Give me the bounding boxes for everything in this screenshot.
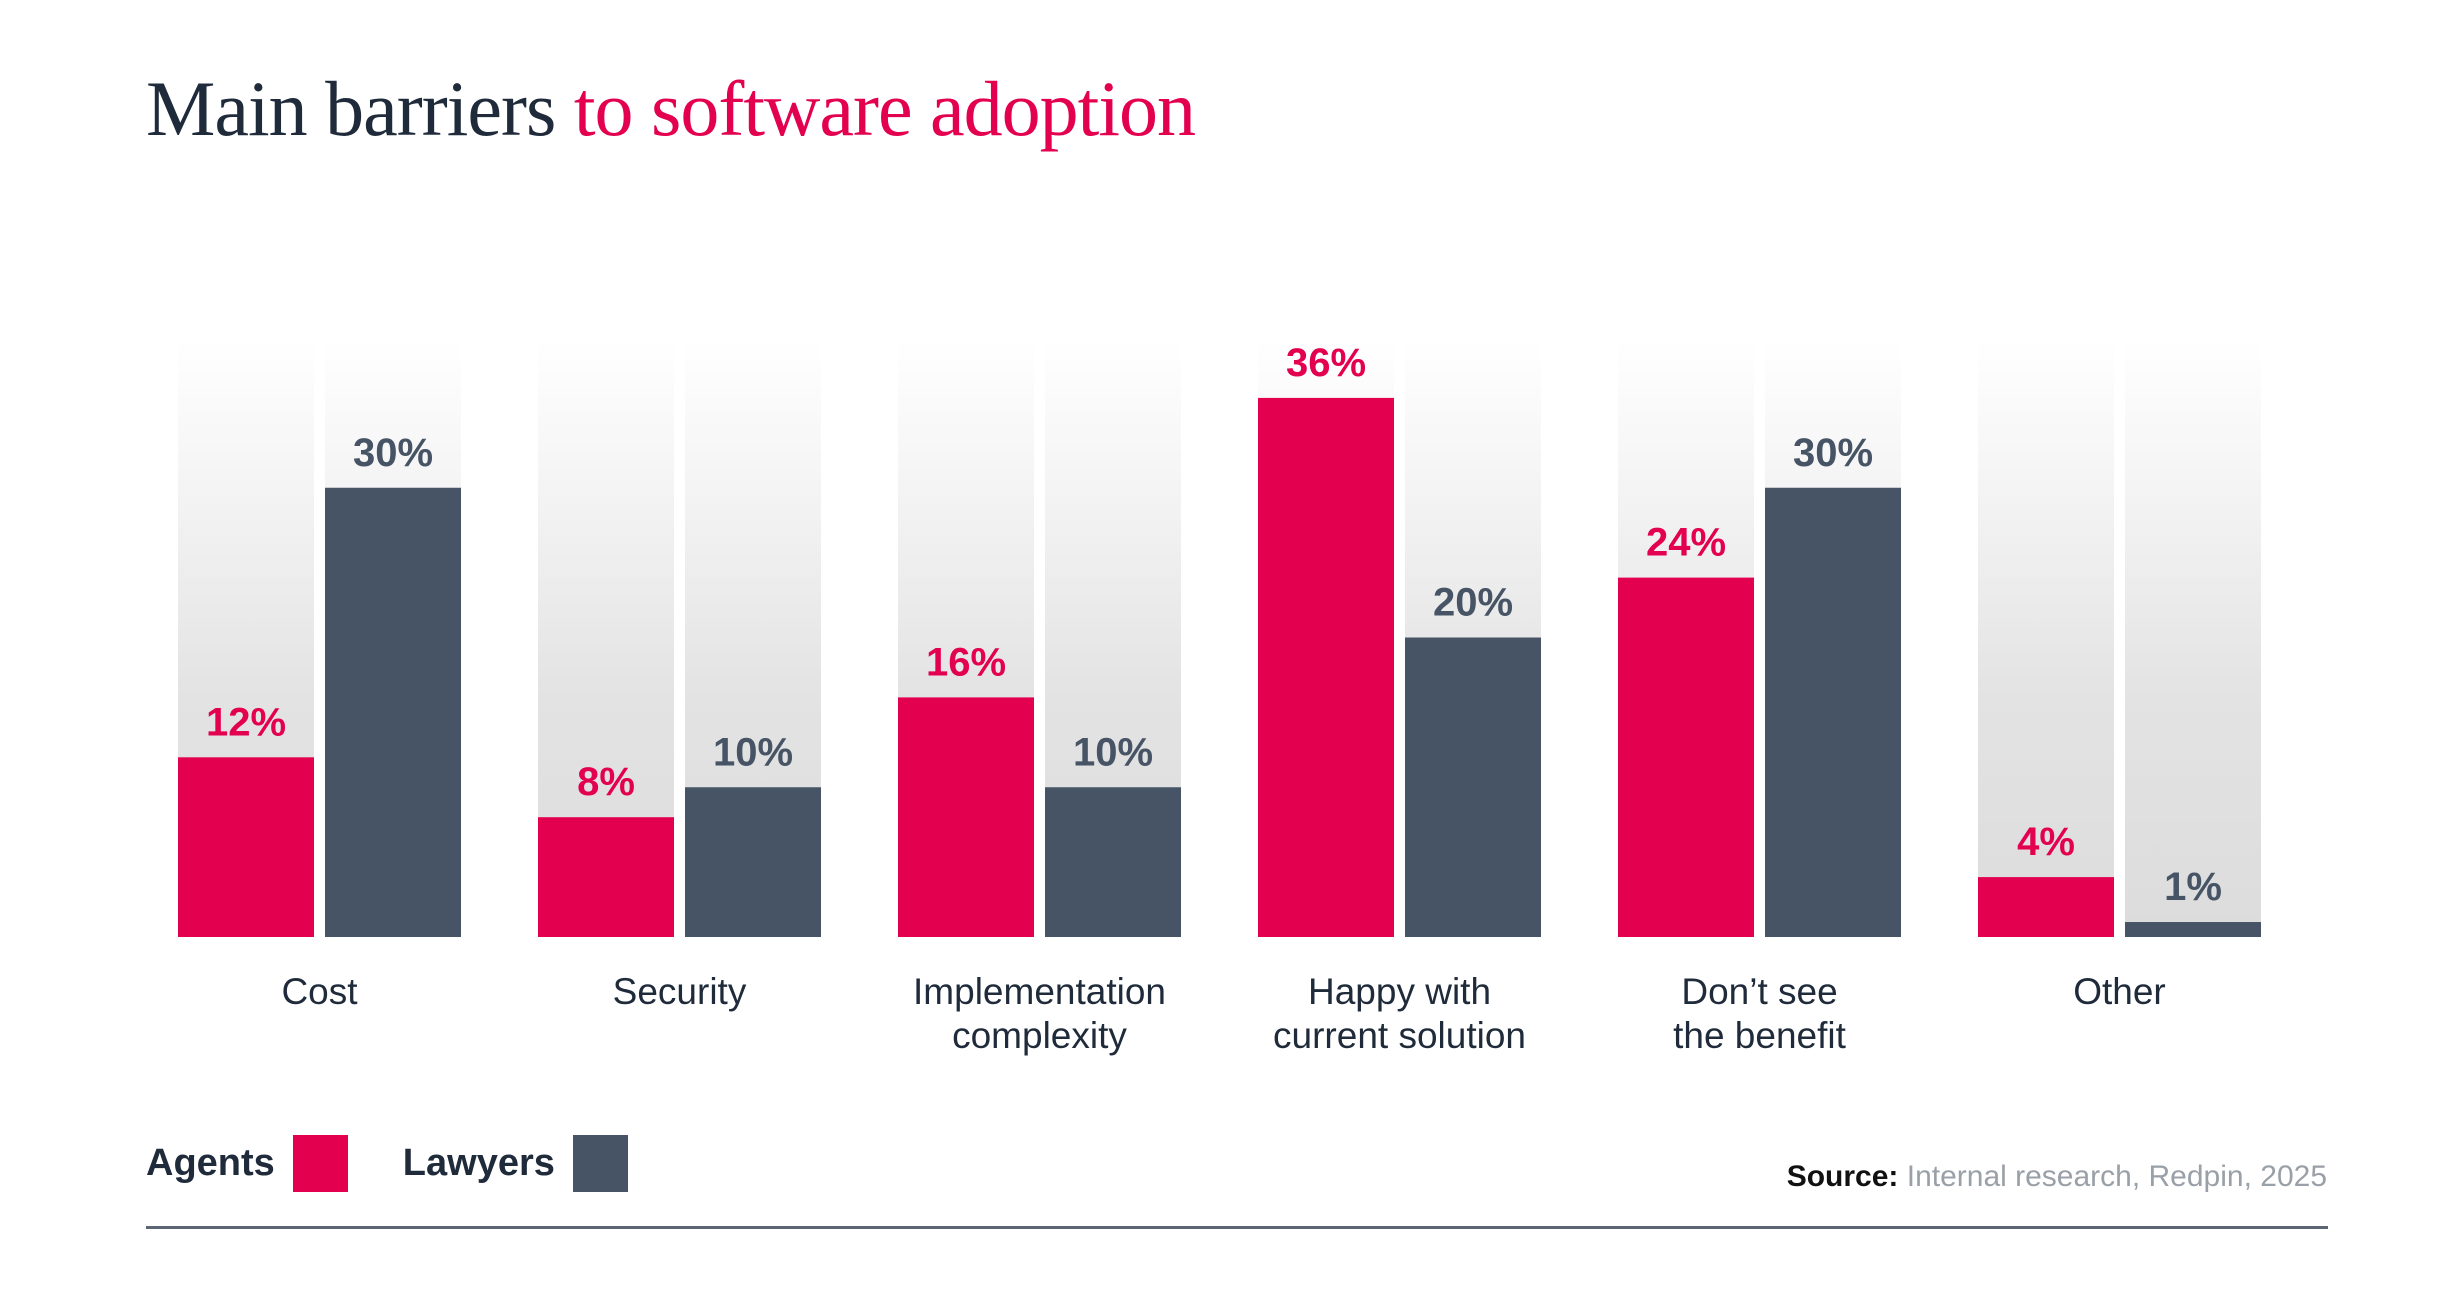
data-label-agents: 12%: [206, 700, 286, 744]
data-label-lawyers: 30%: [1793, 431, 1873, 475]
category-label-line: Cost: [281, 971, 358, 1012]
bar-chart: 12% 30% 8% 10% 16% 10% 36% 20% 24% 30% 4% 1%: [178, 338, 2261, 937]
data-label-lawyers: 20%: [1433, 581, 1513, 625]
category-label-line: Security: [612, 971, 747, 1012]
data-label-agents: 36%: [1286, 341, 1366, 385]
bar-agents: [1618, 577, 1754, 937]
bar-lawyers: [2125, 922, 2261, 937]
data-label-agents: 16%: [926, 640, 1006, 684]
category-label: Implementation complexity: [880, 970, 1200, 1058]
source-label: Source:: [1786, 1160, 1899, 1193]
legend: Agents Lawyers: [146, 1135, 683, 1192]
bar-track: [1978, 338, 2114, 937]
chart-title: Main barriers to software adoption: [146, 70, 1196, 148]
bar-lawyers: [685, 787, 821, 937]
bar-lawyers: [1765, 487, 1901, 937]
data-label-lawyers: 10%: [713, 730, 793, 774]
legend-swatch-lawyers: [572, 1135, 628, 1192]
category-label: Other: [1960, 970, 2280, 1014]
bar-agents: [1978, 877, 2114, 937]
category-label-line: complexity: [952, 1015, 1127, 1056]
bar-agents: [538, 817, 674, 937]
category-label-line: Don’t see: [1681, 971, 1838, 1012]
category-label-line: Happy with: [1307, 971, 1492, 1012]
bar-agents: [898, 697, 1034, 937]
footer-divider: [146, 1226, 2328, 1229]
data-label-agents: 4%: [2017, 820, 2075, 864]
title-part-dark: Main barriers: [146, 65, 556, 152]
data-label-agents: 8%: [577, 760, 635, 804]
category-label: Security: [520, 970, 840, 1014]
bar-lawyers: [1405, 637, 1541, 937]
category-label: Cost: [160, 970, 480, 1014]
bar-track: [2125, 338, 2261, 937]
data-label-lawyers: 10%: [1073, 730, 1153, 774]
bar-lawyers: [1045, 787, 1181, 937]
legend-label-lawyers: Lawyers: [402, 1142, 555, 1184]
source-text: Internal research, Redpin, 2025: [1906, 1160, 2327, 1193]
legend-label-agents: Agents: [146, 1142, 275, 1184]
category-label-line: current solution: [1273, 1015, 1526, 1056]
bar-agents: [1258, 397, 1394, 937]
data-label-lawyers: 1%: [2164, 865, 2222, 909]
legend-swatch-agents: [292, 1135, 348, 1192]
category-label-line: Implementation: [913, 971, 1166, 1012]
category-label-line: Other: [2073, 971, 2166, 1012]
category-label: Don’t see the benefit: [1600, 970, 1920, 1058]
category-label-line: the benefit: [1673, 1015, 1846, 1056]
source-note: Source: Internal research, Redpin, 2025: [1787, 1160, 2327, 1194]
category-label: Happy with current solution: [1240, 970, 1560, 1058]
data-label-agents: 24%: [1646, 521, 1726, 565]
data-label-lawyers: 30%: [353, 431, 433, 475]
bar-agents: [178, 757, 314, 937]
title-part-accent: to software adoption: [573, 65, 1196, 152]
bar-lawyers: [325, 487, 461, 937]
